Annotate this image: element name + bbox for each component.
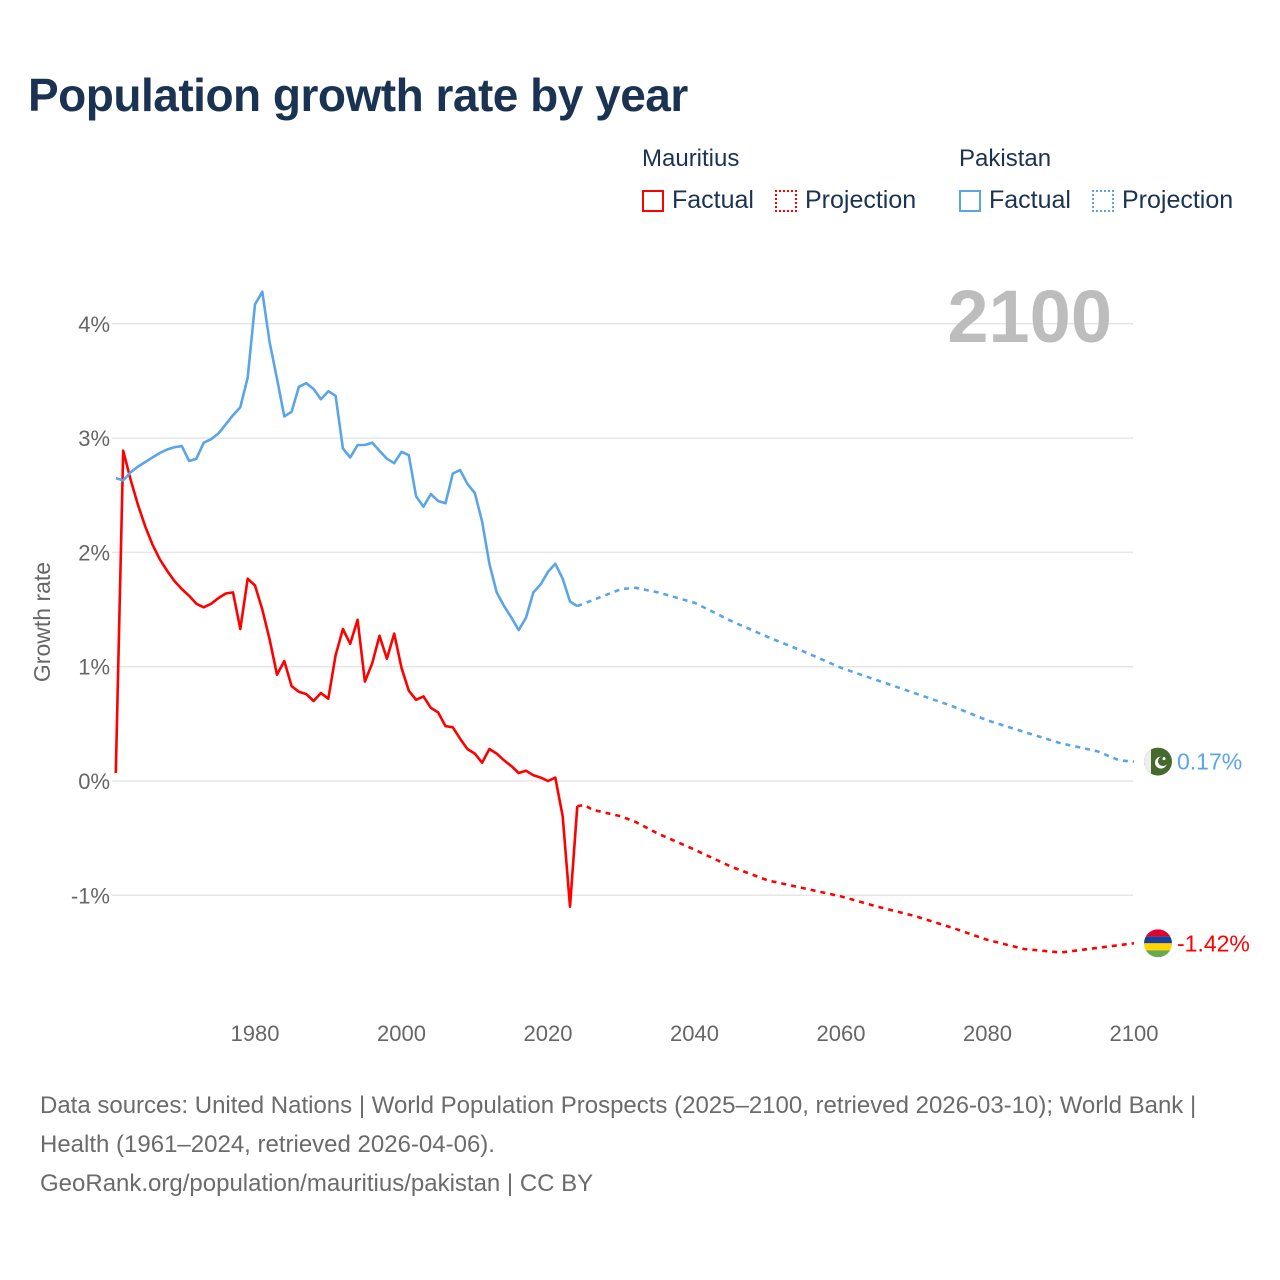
- y-tick-label: 3%: [78, 426, 110, 451]
- y-tick-label: 0%: [78, 769, 110, 794]
- flag-stripe: [1144, 929, 1172, 937]
- x-tick-label: 2020: [524, 1021, 573, 1046]
- dotted-swatch-icon: [775, 189, 797, 212]
- legend-label: Projection: [805, 186, 917, 214]
- flag-stripe: [1144, 936, 1172, 944]
- x-tick-label: 2060: [817, 1021, 866, 1046]
- legend-label: Projection: [1122, 186, 1234, 214]
- y-tick-label: 2%: [78, 540, 110, 565]
- legend-label: Factual: [672, 186, 754, 214]
- y-tick-label: 1%: [78, 655, 110, 680]
- flag-hoist: [1144, 747, 1151, 776]
- mauritius-projection-line: [577, 803, 1135, 954]
- credit-link[interactable]: GeoRank.org/population/mauritius/pakista…: [40, 1170, 594, 1197]
- pakistan-factual-line: [115, 290, 578, 632]
- flag-stripe: [1144, 950, 1172, 958]
- pakistan-flag-icon: [1144, 747, 1172, 776]
- pakistan-end-label: 0.17%: [1177, 749, 1242, 775]
- x-tick-label: 2080: [963, 1021, 1012, 1046]
- legend-mauritius-factual[interactable]: Factual: [642, 186, 754, 215]
- legend-group-mauritius: Mauritius: [642, 145, 740, 172]
- data-sources: Data sources: United Nations | World Pop…: [40, 1092, 1197, 1158]
- star: [1162, 757, 1166, 761]
- legend-mauritius-projection[interactable]: Projection: [775, 186, 916, 215]
- legend-label: Factual: [989, 186, 1071, 214]
- year-watermark: 2100: [947, 275, 1112, 358]
- x-tick-label: 2040: [670, 1021, 719, 1046]
- x-tick-label: 2100: [1110, 1021, 1159, 1046]
- legend-pakistan-projection[interactable]: Projection: [1092, 186, 1233, 215]
- dotted-swatch-icon: [1092, 189, 1114, 212]
- solid-swatch-icon: [642, 189, 664, 212]
- mauritius-flag-icon: [1144, 929, 1172, 958]
- mauritius-factual-line: [114, 449, 579, 909]
- y-axis-label: Growth rate: [29, 562, 55, 682]
- solid-swatch-icon: [959, 189, 981, 212]
- pakistan-projection-line: [576, 586, 1135, 763]
- legend-pakistan-factual[interactable]: Factual: [959, 186, 1071, 215]
- y-tick-label: -1%: [71, 883, 110, 908]
- y-tick-label: 4%: [78, 312, 110, 337]
- mauritius-end-label: -1.42%: [1177, 930, 1250, 956]
- x-tick-label: 1980: [231, 1021, 280, 1046]
- chart-plot: -1% 0% 1% 2% 3% 4% 1980 2000 2020 2040 2060 2080 210…: [29, 275, 1250, 1046]
- legend-group-pakistan: Pakistan: [959, 145, 1052, 172]
- flag-stripe: [1144, 943, 1172, 951]
- x-tick-label: 2000: [377, 1021, 426, 1046]
- chart-title: Population growth rate by year: [28, 69, 688, 121]
